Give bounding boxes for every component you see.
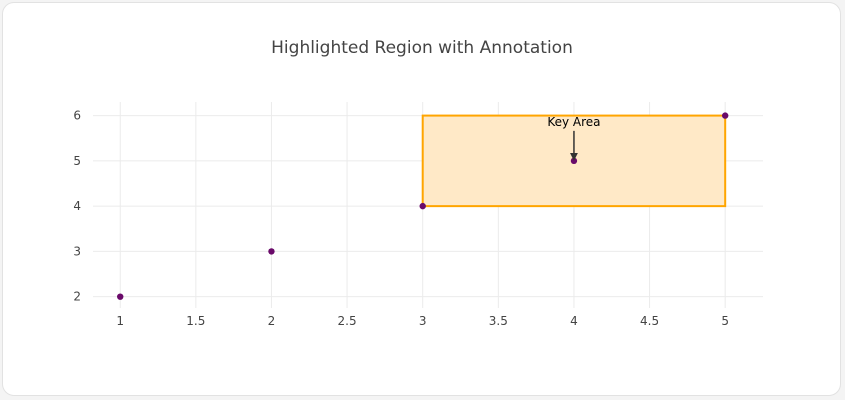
x-axis-ticks: 1 1.5 2 2.5 3 3.5 4 4.5 5 [116,314,729,328]
x-tick-label: 2.5 [338,314,357,328]
x-tick-label: 3 [419,314,427,328]
x-tick-label: 4 [570,314,578,328]
y-tick-label: 2 [73,290,81,304]
y-tick-label: 3 [73,244,81,258]
annotation-label: Key Area [547,115,600,129]
x-tick-label: 2 [268,314,276,328]
data-point [570,157,578,165]
x-tick-label: 3.5 [489,314,508,328]
y-tick-label: 6 [73,109,81,123]
chart-title: Highlighted Region with Annotation [271,38,573,58]
y-axis-ticks: 2 3 4 5 6 [73,109,81,304]
y-tick-label: 4 [73,199,81,213]
x-tick-label: 1.5 [186,314,205,328]
y-tick-label: 5 [73,154,81,168]
data-point [721,112,729,119]
x-tick-label: 4.5 [640,314,659,328]
data-point [419,202,426,210]
x-tick-label: 5 [721,314,729,328]
data-points [117,112,729,300]
x-tick-label: 1 [116,314,124,328]
data-point [268,248,275,255]
data-point [117,293,124,300]
